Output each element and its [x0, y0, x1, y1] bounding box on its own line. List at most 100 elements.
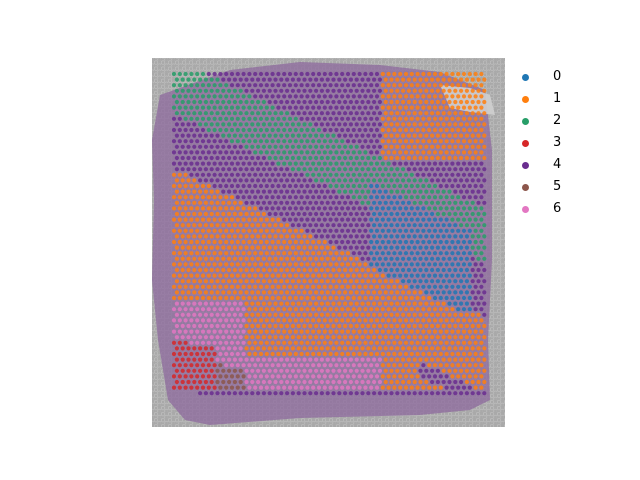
spot-cluster-4: [369, 105, 374, 110]
spot-cluster-0: [438, 228, 443, 233]
spot-cluster-3: [212, 351, 217, 357]
spot-cluster-1: [174, 290, 179, 295]
spot-cluster-2: [319, 155, 324, 161]
spot-cluster-1: [374, 295, 380, 301]
spot-cluster-0: [409, 239, 414, 245]
spot-cluster-1: [476, 111, 481, 116]
spot-cluster-1: [253, 340, 258, 345]
spot-cluster-1: [389, 144, 394, 149]
spot-cluster-4: [316, 94, 322, 99]
spot-cluster-0: [377, 256, 382, 261]
spot-cluster-1: [432, 340, 438, 345]
spot-cluster-2: [432, 183, 438, 189]
spot-cluster-1: [464, 379, 469, 385]
spot-cluster-1: [241, 251, 246, 256]
spot-cluster-1: [206, 239, 211, 245]
spot-cluster-1: [372, 323, 377, 329]
spot-cluster-1: [464, 312, 469, 317]
spot-cluster-1: [453, 77, 458, 82]
spot-cluster-1: [209, 267, 214, 273]
spot-cluster-1: [409, 307, 414, 312]
spot-cluster-1: [372, 346, 377, 351]
spot-cluster-1: [374, 340, 380, 345]
spot-cluster-2: [325, 178, 330, 183]
spot-cluster-4: [282, 71, 287, 77]
spot-cluster-0: [450, 239, 455, 245]
spot-cluster-0: [444, 295, 449, 301]
spot-cluster-1: [183, 195, 188, 200]
spot-cluster-2: [287, 139, 293, 144]
spot-cluster-1: [261, 279, 266, 284]
spot-cluster-3: [200, 374, 206, 379]
spot-cluster-2: [363, 150, 368, 155]
spot-cluster-4: [261, 77, 266, 82]
spot-cluster-2: [203, 77, 208, 82]
spot-cluster-1: [354, 312, 359, 317]
spot-cluster-1: [203, 211, 208, 217]
spot-cluster-1: [273, 256, 278, 261]
spot-cluster-4: [311, 105, 316, 110]
spot-cluster-4: [227, 178, 232, 183]
spot-cluster-1: [348, 323, 353, 329]
spot-cluster-2: [331, 144, 336, 149]
spot-cluster-4: [180, 155, 185, 161]
spot-cluster-1: [438, 385, 443, 390]
spot-cluster-1: [351, 329, 356, 334]
spot-cluster-1: [267, 301, 272, 306]
spot-cluster-1: [418, 77, 423, 82]
spot-cluster-1: [183, 284, 188, 289]
spot-cluster-6: [253, 363, 258, 368]
spot-cluster-0: [403, 239, 409, 245]
spot-cluster-4: [467, 172, 472, 177]
spot-cluster-4: [360, 211, 365, 217]
spot-cluster-4: [348, 223, 353, 228]
spot-cluster-4: [482, 312, 487, 317]
spot-cluster-0: [427, 239, 432, 245]
spot-cluster-2: [279, 133, 284, 138]
spot-cluster-3: [195, 351, 200, 357]
spot-cluster-4: [337, 99, 342, 105]
spot-cluster-1: [224, 195, 229, 200]
spot-cluster-2: [200, 83, 206, 88]
spot-cluster-4: [482, 391, 487, 396]
spot-cluster-1: [215, 245, 220, 250]
spot-cluster-4: [290, 88, 295, 93]
spot-cluster-1: [253, 262, 258, 267]
spot-cluster-1: [171, 295, 177, 301]
spot-cluster-1: [444, 318, 449, 323]
spot-cluster-1: [473, 116, 478, 121]
spot-cluster-1: [215, 234, 220, 239]
spot-cluster-6: [374, 363, 380, 368]
spot-cluster-2: [287, 150, 293, 155]
spot-cluster-1: [479, 150, 484, 155]
spot-cluster-4: [473, 161, 478, 166]
spot-cluster-1: [322, 284, 327, 289]
spot-cluster-1: [421, 318, 426, 323]
spot-cluster-2: [418, 178, 423, 183]
spot-cluster-4: [256, 77, 261, 82]
spot-cluster-4: [348, 77, 353, 82]
spot-cluster-1: [285, 312, 290, 317]
spot-cluster-2: [282, 139, 287, 144]
spot-cluster-0: [467, 273, 472, 278]
spot-cluster-1: [203, 189, 208, 194]
spot-cluster-0: [398, 239, 403, 245]
spot-cluster-0: [409, 284, 414, 289]
spot-cluster-2: [247, 94, 252, 99]
spot-cluster-4: [215, 155, 220, 161]
spot-cluster-1: [392, 71, 397, 77]
spot-cluster-1: [325, 301, 330, 306]
spot-cluster-1: [250, 267, 255, 273]
spot-cluster-1: [253, 318, 258, 323]
spot-cluster-1: [395, 379, 400, 385]
spot-cluster-4: [227, 167, 232, 172]
spot-cluster-0: [383, 200, 388, 205]
spot-cluster-2: [174, 77, 179, 82]
spot-cluster-4: [319, 88, 324, 93]
spot-cluster-4: [314, 391, 319, 396]
spot-cluster-1: [441, 346, 446, 351]
spot-cluster-6: [183, 307, 188, 312]
spot-cluster-0: [438, 273, 443, 278]
spot-cluster-3: [209, 379, 214, 385]
spot-cluster-2: [258, 127, 264, 133]
